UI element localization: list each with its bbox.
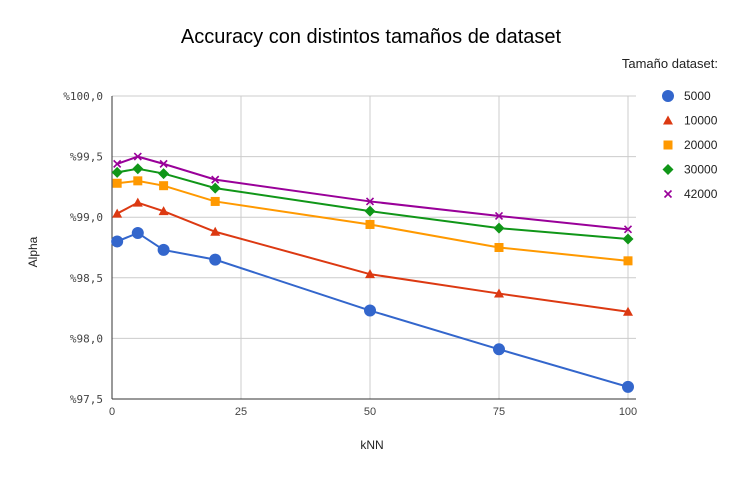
data-point	[365, 197, 375, 206]
data-point	[157, 243, 170, 256]
data-point	[623, 256, 633, 266]
legend-item-30000: 30000	[662, 163, 718, 177]
data-point	[623, 225, 633, 234]
x-tick-label: 100	[619, 406, 637, 418]
data-point	[111, 235, 124, 248]
legend-label: 30000	[684, 163, 718, 177]
x-axis-title: kNN	[360, 438, 383, 452]
data-point	[111, 166, 123, 178]
series-42000	[113, 152, 633, 234]
legend-item-42000: 42000	[663, 187, 718, 201]
series-5000	[111, 226, 634, 393]
data-point	[113, 159, 122, 168]
series-line	[116, 155, 629, 231]
grid	[112, 95, 636, 400]
data-point	[133, 152, 142, 161]
legend-marker	[662, 90, 674, 102]
data-point	[112, 178, 122, 188]
data-point	[493, 343, 505, 356]
data-point	[158, 206, 169, 216]
y-axis-title: Alpha	[26, 236, 40, 267]
y-tick-label: %99,0	[70, 211, 103, 224]
legend-label: 5000	[684, 89, 711, 103]
legend-item-5000: 5000	[662, 89, 711, 103]
chart-title: Accuracy con distintos tamaños de datase…	[181, 26, 562, 48]
series-line	[116, 201, 629, 313]
data-point	[494, 211, 504, 221]
data-point	[159, 159, 168, 168]
data-point	[622, 233, 634, 245]
data-point	[364, 205, 376, 217]
data-point	[133, 176, 143, 186]
data-point	[211, 175, 220, 184]
legend-marker	[662, 164, 674, 175]
data-point	[365, 269, 375, 279]
y-tick-label: %97,5	[70, 393, 103, 406]
data-point	[112, 208, 123, 218]
data-point	[158, 168, 170, 180]
data-point	[159, 181, 169, 191]
series-20000	[112, 176, 633, 266]
data-point	[210, 226, 221, 236]
data-point	[493, 222, 505, 234]
data-point	[132, 197, 143, 207]
data-point	[622, 380, 634, 393]
legend-item-10000: 10000	[663, 114, 718, 128]
y-tick-label: %99,5	[70, 151, 103, 164]
x-tick-label: 75	[493, 406, 505, 418]
legend-label: 10000	[684, 114, 718, 128]
legend: 5000 10000 20000 30000 42000	[662, 89, 718, 201]
legend-label: 42000	[684, 187, 718, 201]
series-layer	[111, 152, 634, 393]
x-tick-label: 50	[364, 406, 376, 418]
data-point	[364, 304, 376, 317]
data-point	[494, 288, 504, 298]
data-point	[209, 253, 222, 266]
legend-title: Tamaño dataset:	[622, 56, 718, 71]
legend-marker	[663, 140, 673, 150]
y-tick-label: %100,0	[63, 90, 103, 103]
data-point	[623, 306, 633, 316]
axes: %97,5 %98,0 %98,5 %99,0 %99,5 %100,0 0 25 50 75 10…	[63, 90, 637, 418]
legend-label: 20000	[684, 138, 718, 152]
data-point	[210, 196, 220, 206]
y-tick-label: %98,5	[70, 272, 103, 285]
series-10000	[112, 197, 633, 316]
legend-marker	[663, 115, 673, 125]
x-tick-label: 25	[235, 406, 247, 418]
data-point	[131, 226, 144, 239]
legend-item-20000: 20000	[663, 138, 718, 152]
y-tick-label: %98,0	[70, 332, 103, 345]
data-point	[132, 163, 144, 175]
data-point	[209, 182, 221, 194]
series-30000	[111, 163, 634, 245]
data-point	[494, 243, 504, 252]
legend-marker	[663, 189, 673, 199]
data-point	[365, 219, 375, 229]
x-tick-label: 0	[109, 406, 115, 418]
